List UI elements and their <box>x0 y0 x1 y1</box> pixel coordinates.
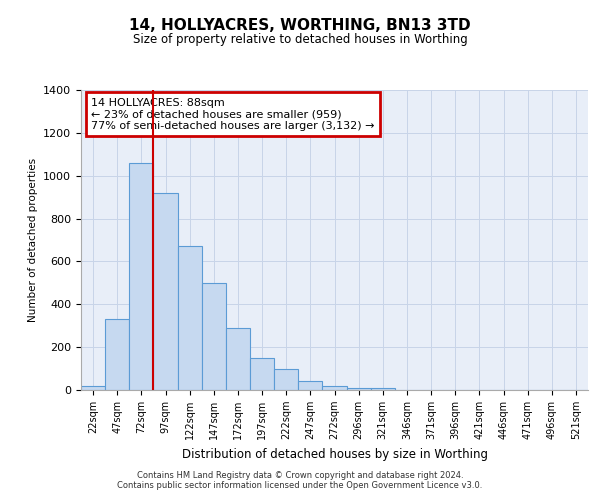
Bar <box>371 388 395 390</box>
Bar <box>347 388 371 390</box>
Y-axis label: Number of detached properties: Number of detached properties <box>28 158 38 322</box>
Bar <box>154 193 178 390</box>
Bar <box>202 283 226 390</box>
Bar <box>322 386 347 390</box>
Bar <box>129 163 154 390</box>
X-axis label: Distribution of detached houses by size in Worthing: Distribution of detached houses by size … <box>182 448 487 460</box>
Bar <box>178 246 202 390</box>
Text: Contains HM Land Registry data © Crown copyright and database right 2024.
Contai: Contains HM Land Registry data © Crown c… <box>118 470 482 490</box>
Text: Size of property relative to detached houses in Worthing: Size of property relative to detached ho… <box>133 32 467 46</box>
Bar <box>81 386 105 390</box>
Bar <box>298 382 322 390</box>
Bar <box>250 358 274 390</box>
Text: 14 HOLLYACRES: 88sqm
← 23% of detached houses are smaller (959)
77% of semi-deta: 14 HOLLYACRES: 88sqm ← 23% of detached h… <box>91 98 374 130</box>
Bar <box>226 328 250 390</box>
Bar <box>274 368 298 390</box>
Bar <box>105 320 129 390</box>
Text: 14, HOLLYACRES, WORTHING, BN13 3TD: 14, HOLLYACRES, WORTHING, BN13 3TD <box>129 18 471 32</box>
